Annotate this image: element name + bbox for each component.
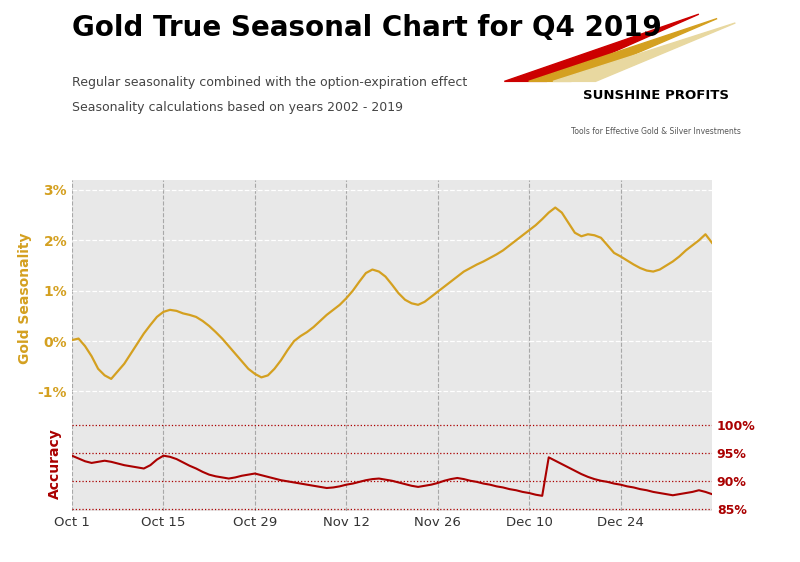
Text: Tools for Effective Gold & Silver Investments: Tools for Effective Gold & Silver Invest… bbox=[571, 126, 742, 135]
Text: Seasonality calculations based on years 2002 - 2019: Seasonality calculations based on years … bbox=[72, 101, 403, 114]
Y-axis label: Accuracy: Accuracy bbox=[47, 429, 62, 500]
Y-axis label: Gold Seasonality: Gold Seasonality bbox=[18, 233, 32, 364]
Polygon shape bbox=[553, 23, 735, 81]
Polygon shape bbox=[529, 19, 717, 81]
Polygon shape bbox=[504, 14, 699, 81]
Text: SUNSHINE PROFITS: SUNSHINE PROFITS bbox=[583, 89, 730, 102]
Text: Regular seasonality combined with the option-expiration effect: Regular seasonality combined with the op… bbox=[72, 76, 467, 89]
Text: Gold True Seasonal Chart for Q4 2019: Gold True Seasonal Chart for Q4 2019 bbox=[72, 14, 662, 42]
